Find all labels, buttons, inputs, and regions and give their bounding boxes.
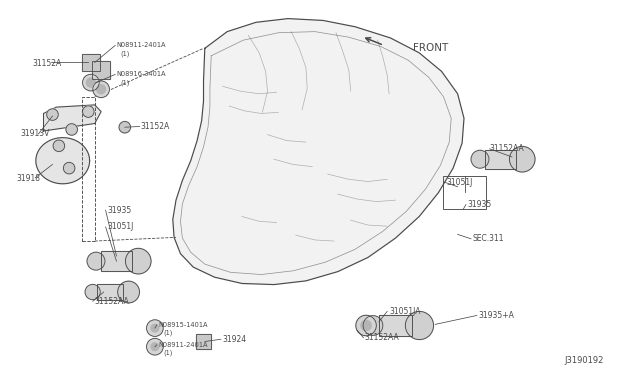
Circle shape [151, 343, 159, 350]
Bar [97, 284, 123, 300]
Text: FRONT: FRONT [413, 44, 448, 53]
Circle shape [356, 315, 376, 336]
Circle shape [509, 147, 535, 172]
Text: SEC.311: SEC.311 [472, 234, 504, 243]
Polygon shape [173, 19, 464, 285]
Circle shape [83, 106, 94, 117]
Text: (1): (1) [120, 79, 130, 86]
Text: 31051J: 31051J [108, 222, 134, 231]
Bar [82, 54, 100, 71]
Polygon shape [44, 105, 101, 131]
Bar [97, 284, 123, 300]
Circle shape [47, 109, 58, 120]
Circle shape [66, 124, 77, 135]
Text: 31051JA: 31051JA [389, 307, 420, 316]
Bar [443, 176, 486, 209]
Text: 31924: 31924 [223, 335, 247, 344]
Circle shape [87, 252, 105, 270]
Bar [379, 315, 412, 336]
Text: (1): (1) [163, 350, 173, 356]
Circle shape [363, 316, 383, 335]
Text: 31918: 31918 [16, 174, 40, 183]
Text: 31152A: 31152A [32, 59, 61, 68]
Text: 31935: 31935 [467, 200, 492, 209]
Circle shape [147, 320, 163, 336]
Bar [101, 251, 132, 271]
Circle shape [63, 163, 75, 174]
Circle shape [118, 281, 140, 303]
Bar [92, 61, 110, 79]
Text: N08911-2401A: N08911-2401A [116, 42, 166, 48]
Text: J3190192: J3190192 [564, 356, 604, 365]
Text: 31935: 31935 [108, 206, 132, 215]
Bar [101, 251, 132, 271]
Circle shape [86, 78, 95, 87]
Circle shape [361, 320, 371, 331]
Bar [92, 61, 110, 79]
Polygon shape [36, 138, 90, 184]
Bar [82, 54, 100, 71]
Bar [82, 97, 95, 241]
Circle shape [405, 311, 433, 340]
Text: 31935+A: 31935+A [479, 311, 515, 320]
Text: N08911-2401A: N08911-2401A [159, 342, 208, 348]
Text: (1): (1) [163, 330, 173, 336]
Circle shape [147, 339, 163, 355]
Text: 31152AA: 31152AA [365, 333, 399, 342]
Text: 31152AA: 31152AA [490, 144, 524, 153]
Text: N08915-1401A: N08915-1401A [159, 322, 208, 328]
Circle shape [125, 248, 151, 274]
Bar [485, 150, 516, 169]
Circle shape [93, 81, 109, 97]
Circle shape [53, 140, 65, 151]
Text: (1): (1) [120, 50, 130, 57]
Bar [379, 315, 412, 336]
Circle shape [85, 285, 100, 299]
Circle shape [83, 74, 99, 91]
Text: 31051J: 31051J [447, 178, 473, 187]
Circle shape [471, 150, 489, 168]
Circle shape [97, 85, 106, 94]
Bar [485, 150, 516, 169]
Bar [196, 334, 211, 349]
Text: 31152AA: 31152AA [95, 297, 129, 306]
Circle shape [119, 122, 131, 133]
Circle shape [151, 324, 159, 332]
Text: 31913V: 31913V [20, 129, 50, 138]
Text: 31152A: 31152A [141, 122, 170, 131]
Text: N08916-3401A: N08916-3401A [116, 71, 166, 77]
Bar [196, 334, 211, 349]
